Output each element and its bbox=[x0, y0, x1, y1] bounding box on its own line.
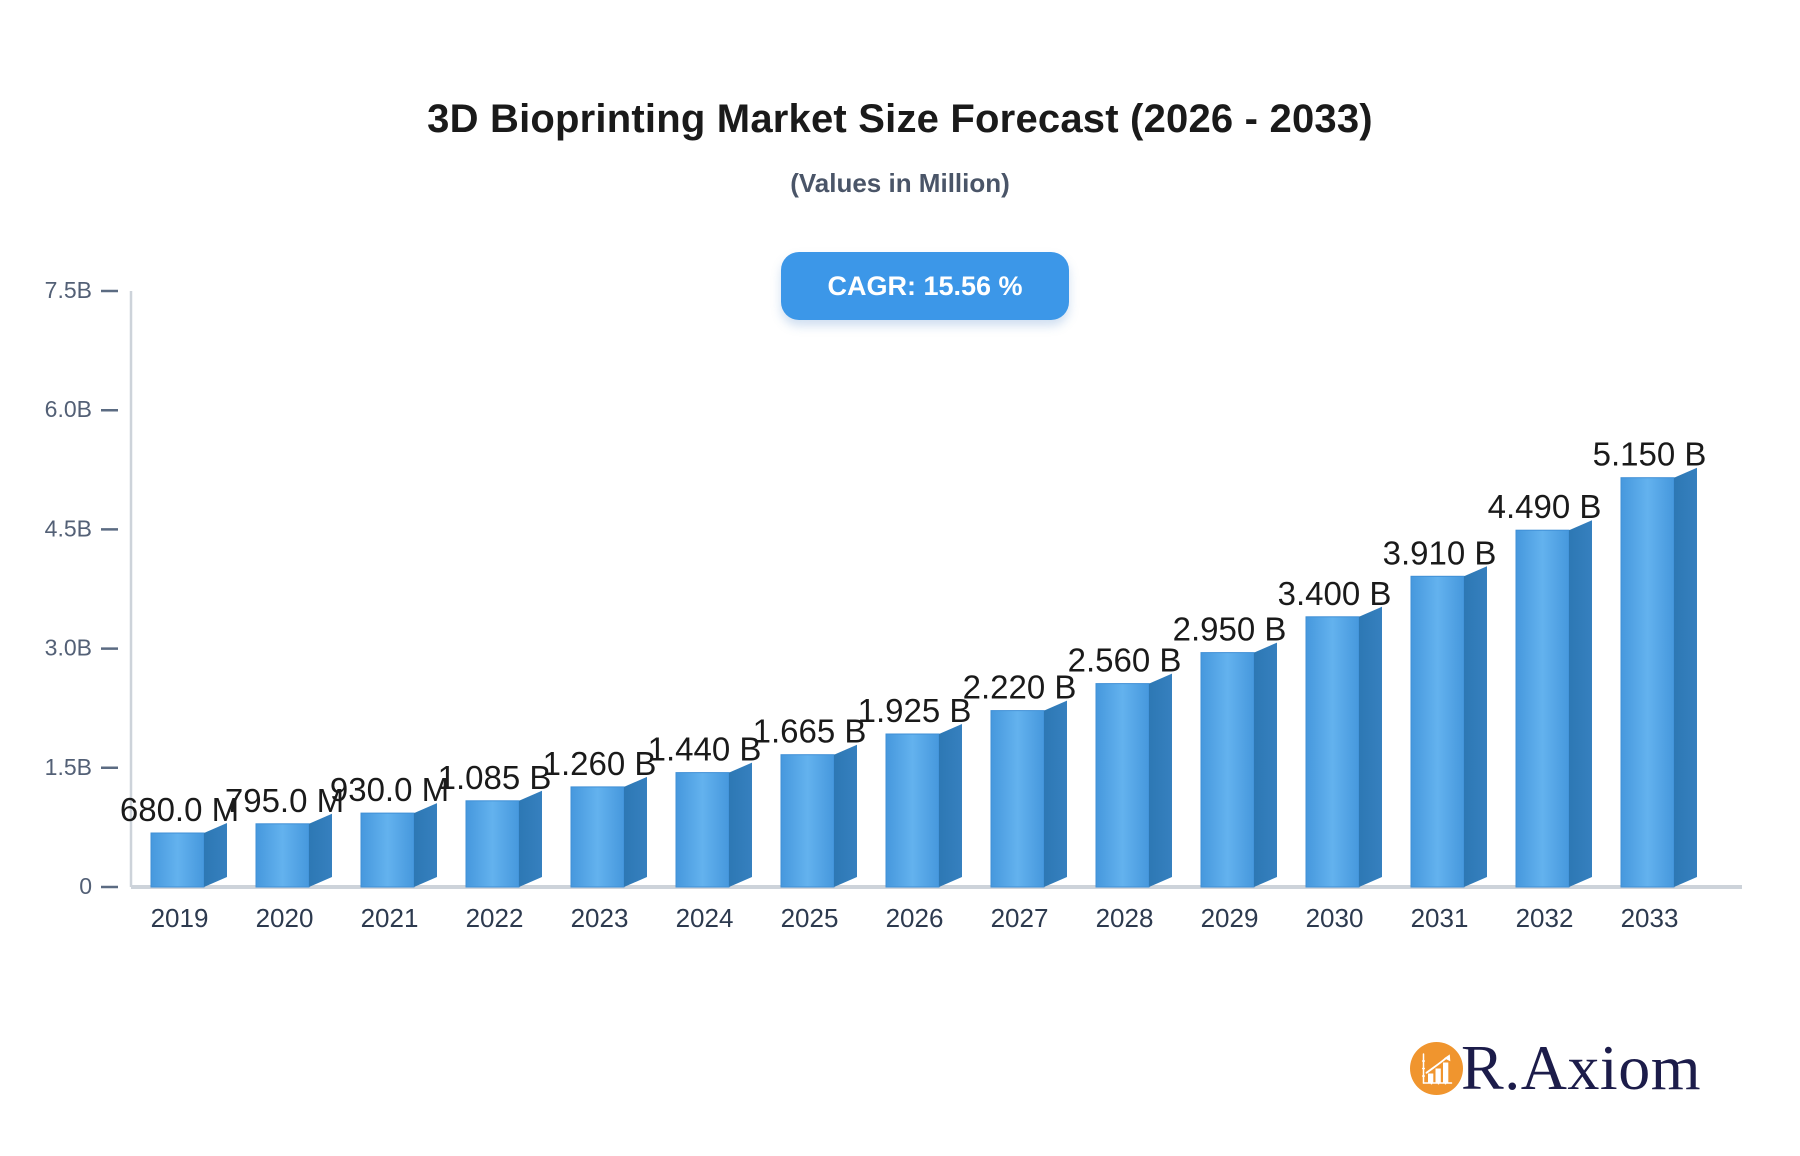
svg-text:2022: 2022 bbox=[466, 903, 524, 933]
svg-text:2020: 2020 bbox=[256, 903, 314, 933]
svg-text:1.925 B: 1.925 B bbox=[858, 692, 972, 729]
svg-text:0: 0 bbox=[79, 873, 92, 899]
svg-text:2019: 2019 bbox=[151, 903, 209, 933]
svg-text:5.150 B: 5.150 B bbox=[1593, 436, 1707, 473]
svg-text:1.260 B: 1.260 B bbox=[543, 745, 657, 782]
svg-text:2025: 2025 bbox=[781, 903, 839, 933]
svg-text:2.950 B: 2.950 B bbox=[1173, 611, 1287, 648]
svg-text:2024: 2024 bbox=[676, 903, 734, 933]
svg-text:4.490 B: 4.490 B bbox=[1488, 488, 1602, 525]
svg-text:2021: 2021 bbox=[361, 903, 419, 933]
svg-text:1.085 B: 1.085 B bbox=[438, 759, 552, 796]
svg-text:2033: 2033 bbox=[1621, 903, 1679, 933]
svg-text:2031: 2031 bbox=[1411, 903, 1469, 933]
svg-text:2028: 2028 bbox=[1096, 903, 1154, 933]
svg-text:2023: 2023 bbox=[571, 903, 629, 933]
svg-text:7.5B: 7.5B bbox=[45, 277, 92, 303]
svg-text:3.910 B: 3.910 B bbox=[1383, 534, 1497, 571]
svg-text:795.0 M: 795.0 M bbox=[225, 782, 344, 819]
svg-text:2027: 2027 bbox=[991, 903, 1049, 933]
svg-text:1.5B: 1.5B bbox=[45, 754, 92, 780]
svg-text:2032: 2032 bbox=[1516, 903, 1574, 933]
svg-text:680.0 M: 680.0 M bbox=[120, 791, 239, 828]
svg-text:3.400 B: 3.400 B bbox=[1278, 575, 1392, 612]
svg-text:1.665 B: 1.665 B bbox=[753, 713, 867, 750]
svg-text:2.220 B: 2.220 B bbox=[963, 669, 1077, 706]
svg-text:3.0B: 3.0B bbox=[45, 635, 92, 661]
svg-text:2030: 2030 bbox=[1306, 903, 1364, 933]
svg-text:2026: 2026 bbox=[886, 903, 944, 933]
svg-text:2029: 2029 bbox=[1201, 903, 1259, 933]
svg-text:6.0B: 6.0B bbox=[45, 396, 92, 422]
svg-text:4.5B: 4.5B bbox=[45, 515, 92, 541]
svg-text:1.440 B: 1.440 B bbox=[648, 731, 762, 768]
svg-text:2.560 B: 2.560 B bbox=[1068, 642, 1182, 679]
svg-text:930.0 M: 930.0 M bbox=[330, 771, 449, 808]
